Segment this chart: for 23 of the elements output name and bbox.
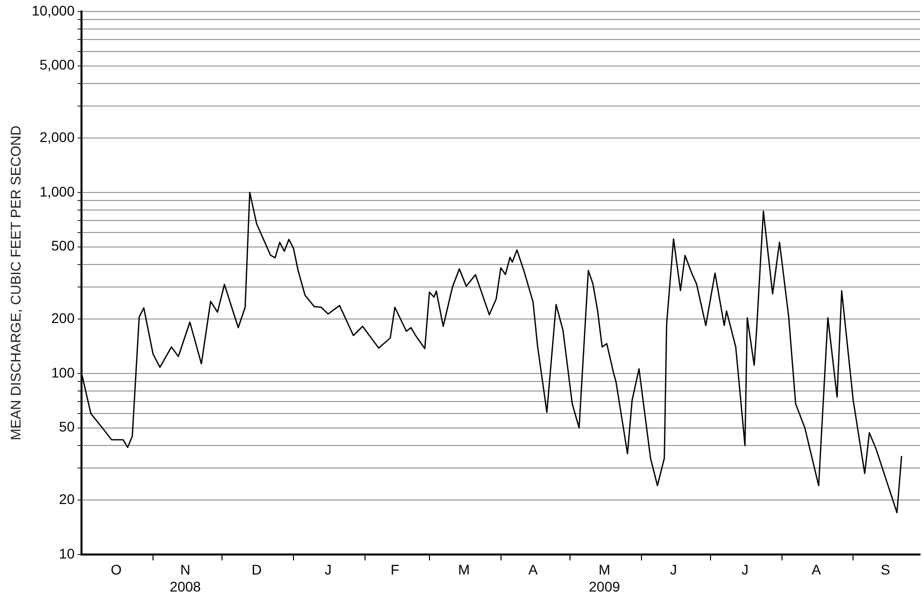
x-tick-label: J — [741, 562, 748, 578]
x-tick-label: F — [390, 562, 400, 578]
y-tick-label: 20 — [59, 490, 75, 507]
x-tick-label: N 2008 — [170, 562, 202, 594]
x-tick-label: S — [880, 562, 890, 578]
x-tick-label: M — [458, 562, 470, 578]
x-tick-label: J — [670, 562, 678, 578]
x-tick-label: A — [812, 562, 822, 578]
y-tick-label: 2,000 — [40, 128, 75, 145]
y-axis-title: MEAN DISCHARGE, CUBIC FEET PER SECOND — [7, 126, 24, 440]
y-tick-label: 10 — [59, 545, 75, 562]
x-tick-label: D — [252, 562, 262, 578]
y-tick-label: 5,000 — [40, 56, 75, 73]
x-tick-label: J — [324, 562, 332, 578]
y-tick-label: 500 — [51, 238, 75, 254]
y-tick-label: 1,000 — [40, 183, 75, 200]
x-tick-label: A — [528, 562, 538, 578]
y-tick-label: 100 — [51, 364, 75, 380]
y-tick-label: 50 — [59, 418, 75, 435]
y-tick-label: 10,000 — [32, 2, 75, 18]
x-tick-label: M 2009 — [588, 562, 620, 594]
y-tick-label: 200 — [51, 310, 75, 326]
x-tick-label: O — [110, 562, 122, 578]
